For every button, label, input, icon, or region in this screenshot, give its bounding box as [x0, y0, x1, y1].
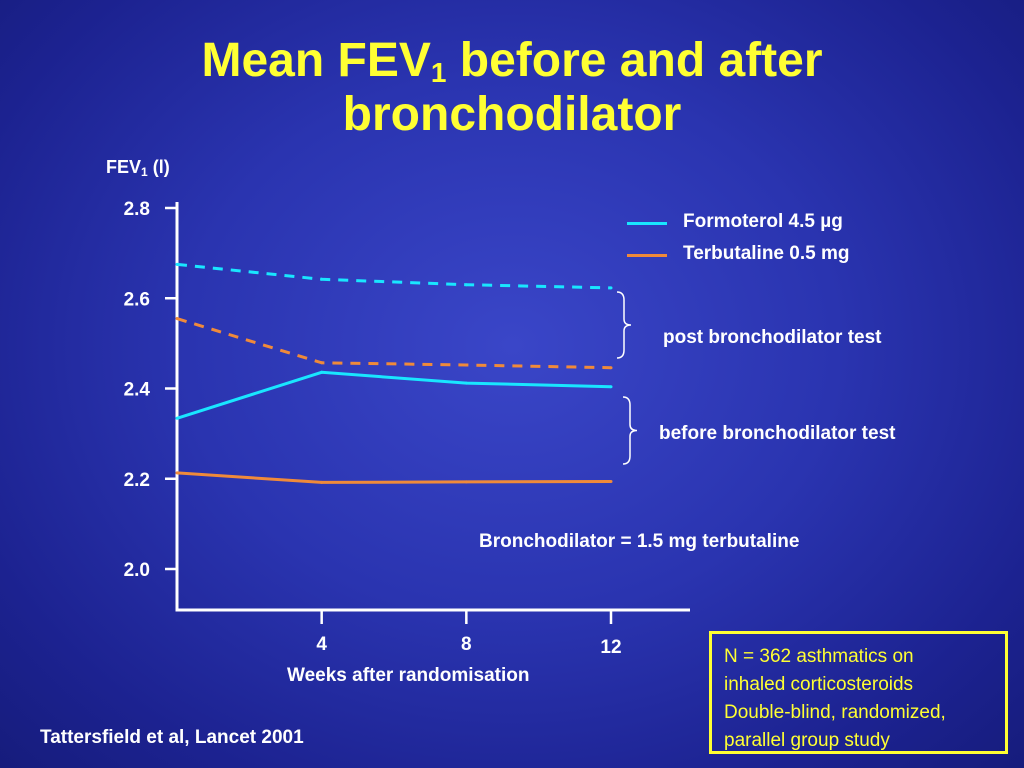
before-test-brace [622, 396, 638, 465]
study-info-line: inhaled corticosteroids [724, 674, 914, 695]
legend-swatch-formoterol [627, 222, 667, 225]
chart-series [175, 262, 613, 484]
data-point-formoterol-before [464, 381, 468, 385]
data-point-terbutaline-before [320, 480, 324, 484]
bronchodilator-note: Bronchodilator = 1.5 mg terbutaline [479, 531, 800, 552]
series-line-formoterol-before [176, 370, 612, 420]
chart-braces [616, 291, 638, 465]
citation: Tattersfield et al, Lancet 2001 [40, 727, 304, 748]
study-info-line: parallel group study [724, 730, 890, 751]
data-point-formoterol-before [609, 385, 613, 389]
y-tick-label: 2.8 [124, 199, 150, 220]
study-info-box: N = 362 asthmatics on inhaled corticoste… [709, 631, 1008, 754]
series-line-formoterol-post [176, 262, 612, 290]
x-tick-label: 8 [461, 634, 472, 655]
data-point-terbutaline-post [175, 317, 179, 321]
data-point-terbutaline-post [320, 361, 324, 365]
data-point-formoterol-post [609, 286, 613, 290]
series-line-terbutaline-before [176, 471, 612, 484]
legend-swatch-terbutaline [627, 254, 667, 257]
y-tick-label: 2.2 [124, 470, 150, 491]
y-tick-label: 2.6 [124, 289, 150, 310]
y-axis-label: FEV1 (l) [106, 157, 170, 179]
post-bronchodilator-label: post bronchodilator test [663, 327, 882, 348]
y-tick-label: 2.0 [124, 560, 150, 581]
data-point-formoterol-before [175, 416, 179, 420]
x-axis-label: Weeks after randomisation [287, 665, 530, 686]
data-point-terbutaline-before [609, 479, 613, 483]
data-point-terbutaline-post [464, 363, 468, 367]
data-point-formoterol-before [320, 370, 324, 374]
data-point-formoterol-post [320, 277, 324, 281]
title-line-1: Mean FEV1 before and after [201, 34, 823, 88]
legend-label-formoterol: Formoterol 4.5 µg [683, 211, 843, 232]
post-test-brace [616, 291, 632, 359]
title-line-2: bronchodilator [342, 88, 682, 141]
legend-label-terbutaline: Terbutaline 0.5 mg [683, 243, 850, 264]
data-point-terbutaline-post [609, 366, 613, 370]
data-point-terbutaline-before [464, 480, 468, 484]
study-info-line: Double-blind, randomized, [724, 702, 946, 723]
data-point-formoterol-post [175, 262, 179, 266]
data-point-terbutaline-before [175, 471, 179, 475]
series-line-terbutaline-post [176, 317, 612, 370]
slide-title: Mean FEV1 before and after bronchodilato… [0, 34, 1024, 142]
y-tick-label: 2.4 [124, 380, 151, 401]
data-point-formoterol-post [464, 283, 468, 287]
chart-axes: 2.0 2.2 2.4 2.6 2.8 4 8 12 [124, 199, 690, 658]
x-tick-label: 12 [600, 637, 621, 658]
x-tick-label: 4 [316, 634, 327, 655]
study-info-line: N = 362 asthmatics on [724, 646, 914, 667]
before-bronchodilator-label: before bronchodilator test [659, 423, 896, 444]
